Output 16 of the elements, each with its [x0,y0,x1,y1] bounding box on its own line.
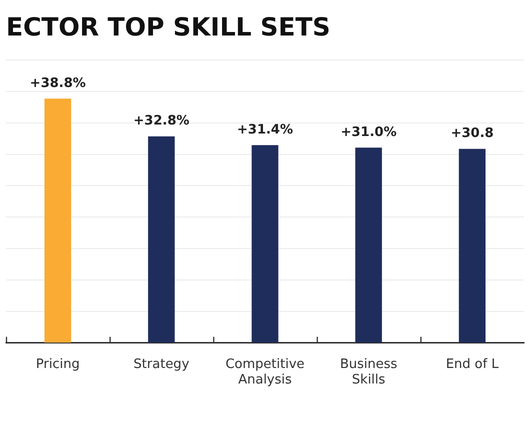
x-tick-label: Competitive Analysis [225,356,305,388]
x-tick-label: End of L [446,356,500,372]
chart-title: ECTOR TOP SKILL SETS [6,12,330,42]
x-tick-label: Pricing [36,356,80,372]
bar [355,148,382,343]
bar [44,98,72,343]
bar [148,136,175,343]
data-label: +31.0% [340,124,397,140]
data-label: +38.8% [30,76,86,91]
bar [458,148,486,343]
x-tick-label: Strategy [134,356,190,372]
data-label: +30.8 [450,126,494,142]
data-label: +32.8% [133,114,190,129]
bar [252,145,278,343]
data-label: +31.4% [237,122,293,138]
x-tick-label: Business Skills [340,356,398,388]
